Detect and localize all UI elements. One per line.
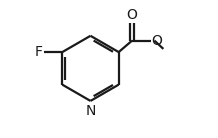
Text: F: F bbox=[34, 45, 42, 59]
Text: O: O bbox=[127, 8, 138, 22]
Text: N: N bbox=[85, 104, 96, 118]
Text: O: O bbox=[152, 34, 162, 48]
